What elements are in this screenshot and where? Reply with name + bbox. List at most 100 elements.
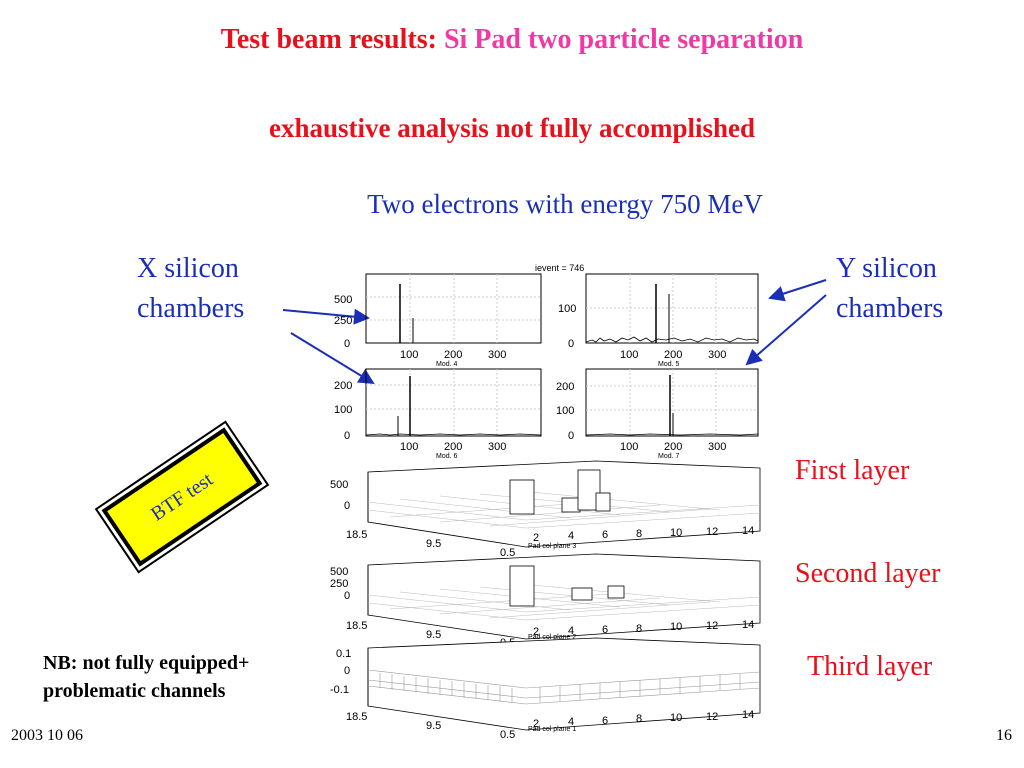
mod7-xtick-1: 200 — [664, 441, 682, 453]
histogram-mod4: 500 250 0 100 200 300 Mod. 4 — [334, 273, 542, 368]
third-layer-label: Third layer — [807, 651, 933, 682]
mod6-ytick-2: 0 — [344, 430, 350, 442]
lego2-row-1: 9.5 — [426, 629, 441, 641]
y-silicon-line2: chambers — [836, 293, 944, 324]
lego1-row-0: 18.5 — [346, 529, 367, 541]
lego2-ztick-0: 500 — [330, 566, 348, 578]
lego3-axis-label: Pad col plane 1 — [528, 726, 576, 733]
lego2-col-5: 12 — [706, 620, 718, 632]
mod5-xtick-0: 100 — [620, 349, 638, 361]
lego3-ztick-0: 0.1 — [336, 648, 351, 660]
lego2-col-0: 2 — [533, 626, 539, 638]
footer-date: 2003 10 06 — [11, 727, 83, 744]
histogram-mod7: 200 100 0 100 200 300 Mod. 7 — [556, 368, 759, 460]
lego2-col-4: 10 — [670, 621, 682, 633]
lego2-ztick-2: 0 — [344, 590, 350, 602]
mod5-xtick-2: 300 — [708, 349, 726, 361]
mod6-label: Mod. 6 — [436, 453, 458, 460]
mod5-ytick-0: 100 — [558, 303, 576, 315]
nb-line1: NB: not fully equipped+ — [43, 652, 250, 674]
lego1-row-2: 0.5 — [500, 547, 515, 559]
mod4-xtick-0: 100 — [400, 349, 418, 361]
title-part1: Test beam results: — [220, 24, 437, 55]
lego1-row-1: 9.5 — [426, 538, 441, 550]
description: Two electrons with energy 750 MeV — [367, 189, 763, 219]
mod7-xtick-0: 100 — [620, 441, 638, 453]
mod4-xtick-2: 300 — [488, 349, 506, 361]
mod7-xtick-2: 300 — [708, 441, 726, 453]
lego1-col-3: 8 — [636, 528, 642, 540]
slide-subtitle: exhaustive analysis not fully accomplish… — [268, 113, 756, 143]
mod6-xtick-2: 300 — [488, 441, 506, 453]
mod7-label: Mod. 7 — [658, 453, 680, 460]
histogram-mod6: 200 100 0 100 200 300 Mod. 6 — [334, 368, 542, 460]
mod6-xtick-1: 200 — [444, 441, 462, 453]
mod5-ytick-1: 0 — [568, 338, 574, 350]
lego1-col-2: 6 — [602, 529, 608, 541]
mod4-ytick-1: 250 — [334, 315, 352, 327]
lego3-ztick-1: 0 — [344, 665, 350, 677]
nb-line2: problematic channels — [43, 680, 226, 702]
lego-plot-plane1: 0.1 0 -0.1 18.5 9.5 0.5 2 4 6 8 10 12 14… — [330, 637, 761, 740]
lego1-col-1: 4 — [568, 530, 574, 542]
lego3-col-3: 8 — [636, 713, 642, 725]
mod7-ytick-0: 200 — [556, 381, 574, 393]
arrow-y-top — [768, 279, 827, 302]
lego2-ztick-1: 250 — [330, 578, 348, 590]
x-silicon-line2: chambers — [137, 293, 245, 324]
y-silicon-line1: Y silicon — [836, 253, 937, 284]
mod6-ytick-0: 200 — [334, 380, 352, 392]
lego2-col-2: 6 — [602, 624, 608, 636]
x-silicon-label: X silicon chambers — [137, 249, 244, 329]
lego3-col-5: 12 — [706, 711, 718, 723]
lego3-ztick-2: -0.1 — [330, 684, 349, 696]
lego-plot-plane2: 500 250 0 18.5 9.5 0.5 2 4 6 8 10 12 14 … — [330, 553, 761, 649]
lego3-row-0: 18.5 — [346, 711, 367, 723]
lego3-col-2: 6 — [602, 715, 608, 727]
lego2-col-6: 14 — [742, 619, 754, 631]
page-number: 16 — [996, 727, 1012, 744]
lego1-ztick-0: 500 — [330, 479, 348, 491]
lego1-ztick-1: 0 — [344, 500, 350, 512]
lego3-col-6: 14 — [742, 709, 754, 721]
lego3-row-1: 9.5 — [426, 720, 441, 732]
first-layer-label: First layer — [795, 455, 910, 486]
lego2-col-1: 4 — [568, 625, 574, 637]
lego2-row-0: 18.5 — [346, 620, 367, 632]
mod5-label: Mod. 5 — [658, 361, 680, 368]
btf-test-label: BTF test — [146, 468, 217, 526]
mod7-ytick-1: 100 — [556, 405, 574, 417]
lego3-col-4: 10 — [670, 712, 682, 724]
y-silicon-label: Y silicon chambers — [836, 249, 943, 329]
lego1-col-5: 12 — [706, 526, 718, 538]
lego3-col-1: 4 — [568, 716, 574, 728]
lego1-col-0: 2 — [533, 532, 539, 544]
slide-title: Test beam results: Si Pad two particle s… — [0, 24, 1024, 56]
mod4-xtick-1: 200 — [444, 349, 462, 361]
lego3-row-2: 0.5 — [500, 729, 515, 740]
plot-panel: ievent = 746 500 250 0 100 200 300 Mod. … — [330, 263, 761, 740]
ievent-label: ievent = 746 — [535, 263, 584, 273]
lego2-col-3: 8 — [636, 623, 642, 635]
lego-plot-plane3: 500 0 18.5 9.5 0.5 2 4 6 8 10 12 14 Pad … — [330, 460, 761, 559]
second-layer-label: Second layer — [795, 558, 941, 589]
mod6-xtick-0: 100 — [400, 441, 418, 453]
arrow-y-bottom — [745, 294, 827, 366]
x-silicon-line1: X silicon — [137, 253, 239, 284]
nb-note: NB: not fully equipped+ problematic chan… — [43, 649, 249, 705]
title-part2: Si Pad two particle separation — [443, 24, 804, 55]
arrow-x-top — [282, 308, 370, 325]
lego1-col-4: 10 — [670, 527, 682, 539]
mod4-ytick-2: 0 — [344, 338, 350, 350]
mod6-ytick-1: 100 — [334, 404, 352, 416]
arrow-x-bottom — [290, 332, 375, 385]
lego1-col-6: 14 — [742, 525, 754, 537]
histogram-mod5: 100 0 100 200 300 Mod. 5 — [558, 273, 759, 368]
mod4-ytick-0: 500 — [334, 294, 352, 306]
lego1-axis-label: Pad col plane 3 — [528, 543, 576, 550]
mod5-xtick-1: 200 — [664, 349, 682, 361]
lego3-col-0: 2 — [533, 718, 539, 730]
lego2-axis-label: Pad col plane 2 — [528, 634, 576, 641]
mod4-label: Mod. 4 — [436, 361, 458, 368]
